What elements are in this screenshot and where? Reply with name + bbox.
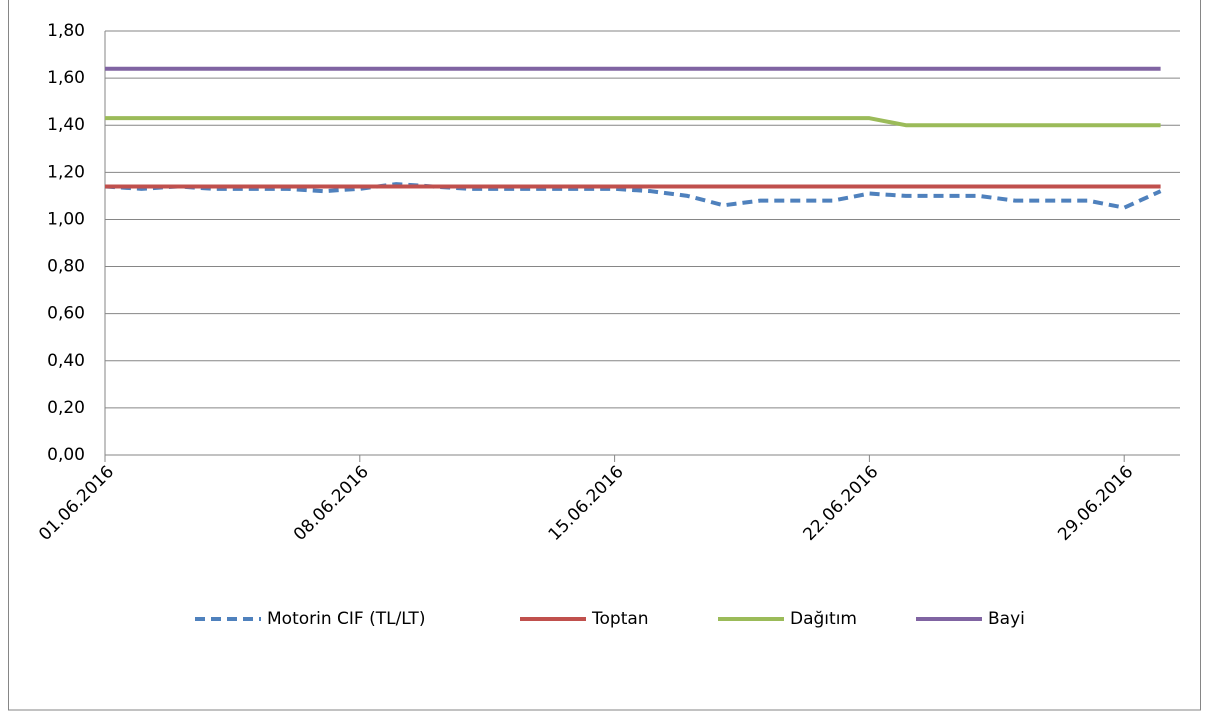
y-tick-label: 1,20 <box>47 162 85 182</box>
y-tick-label: 1,80 <box>47 21 85 41</box>
legend-label: Dağıtım <box>790 609 857 629</box>
series-line <box>104 182 1162 210</box>
legend-label: Toptan <box>591 609 649 629</box>
series-line <box>105 116 1161 128</box>
y-tick-label: 0,20 <box>47 398 85 418</box>
y-tick-label: 0,00 <box>47 445 85 465</box>
y-tick-label: 0,40 <box>47 351 85 371</box>
y-tick-label: 1,40 <box>47 115 85 135</box>
chart-frame <box>8 0 1201 711</box>
y-tick-label: 1,00 <box>47 209 85 229</box>
y-tick-label: 1,60 <box>47 68 85 88</box>
legend-label: Bayi <box>988 609 1025 629</box>
y-tick-label: 0,80 <box>47 257 85 277</box>
y-tick-label: 0,60 <box>47 304 85 324</box>
legend-label: Motorin CIF (TL/LT) <box>267 609 425 629</box>
